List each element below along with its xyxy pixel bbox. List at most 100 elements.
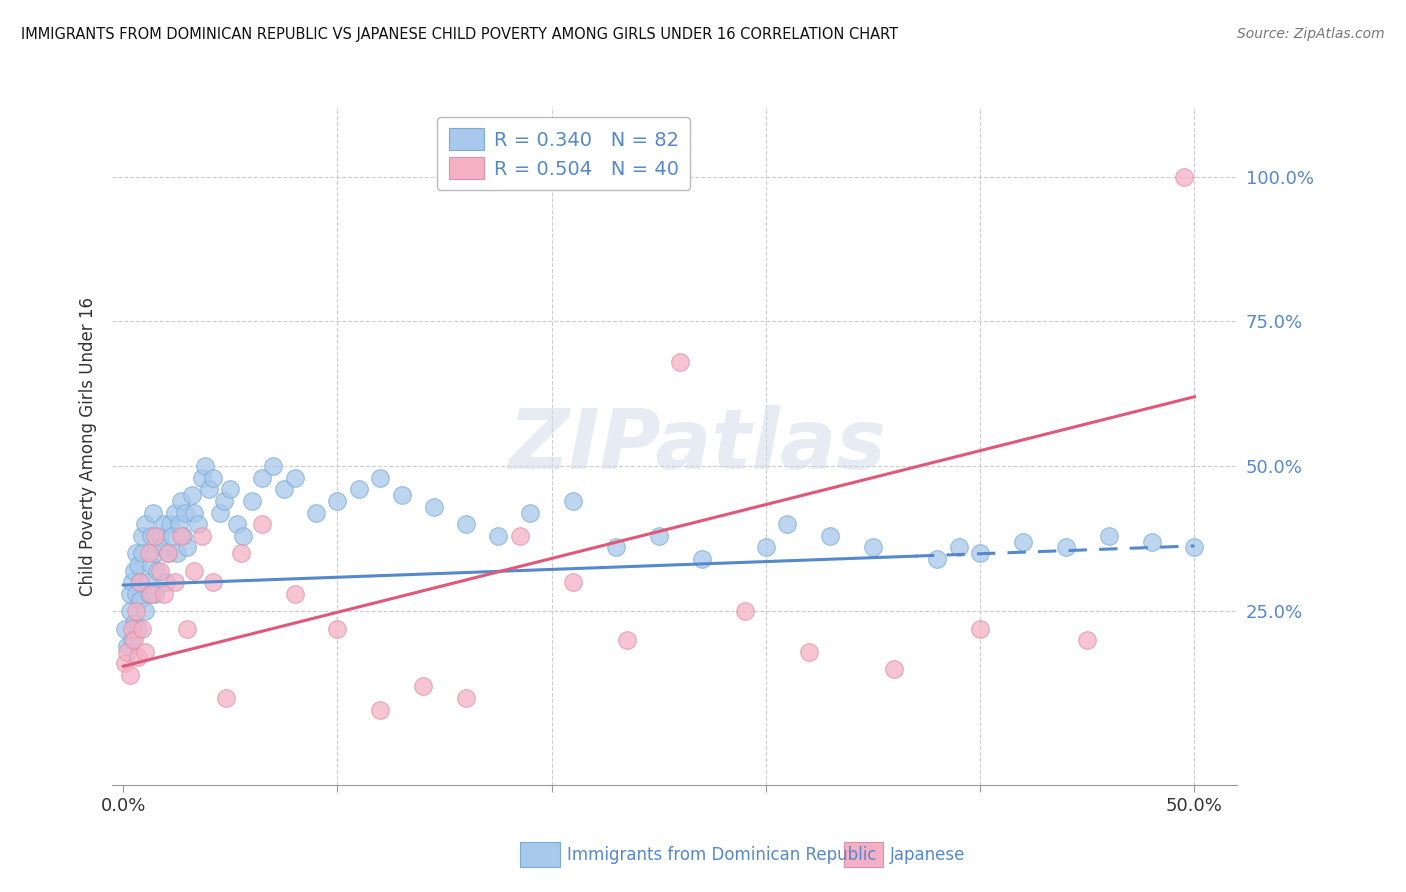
Point — [969, 546, 991, 560]
Point — [225, 517, 247, 532]
Point — [143, 529, 166, 543]
Point — [519, 506, 541, 520]
Point — [127, 558, 149, 572]
Point — [155, 575, 177, 590]
Point — [212, 494, 235, 508]
Legend: R = 0.340   N = 82, R = 0.504   N = 40: R = 0.340 N = 82, R = 0.504 N = 40 — [437, 117, 690, 190]
Point — [262, 459, 284, 474]
Point — [167, 517, 190, 532]
Point — [139, 558, 162, 572]
Point — [305, 506, 328, 520]
Point — [139, 529, 162, 543]
Point — [146, 564, 169, 578]
Point — [166, 546, 188, 560]
Point — [150, 541, 173, 555]
Point — [121, 622, 143, 636]
Point — [176, 622, 198, 636]
Point — [143, 546, 166, 560]
Point — [1184, 541, 1206, 555]
Text: IMMIGRANTS FROM DOMINICAN REPUBLIC VS JAPANESE CHILD POVERTY AMONG GIRLS UNDER 1: IMMIGRANTS FROM DOMINICAN REPUBLIC VS JA… — [21, 27, 898, 42]
Point — [202, 575, 225, 590]
Point — [157, 546, 180, 560]
Point — [191, 471, 214, 485]
Point — [121, 575, 143, 590]
Point — [969, 622, 991, 636]
Point — [1098, 529, 1121, 543]
Point — [252, 471, 274, 485]
Point — [198, 483, 221, 497]
Point — [170, 494, 193, 508]
Point — [273, 483, 295, 497]
Point — [776, 517, 799, 532]
Point — [605, 541, 627, 555]
Point — [135, 575, 157, 590]
Point — [149, 564, 172, 578]
Point — [648, 529, 671, 543]
Point — [690, 552, 713, 566]
Point — [1076, 633, 1098, 648]
Point — [125, 587, 148, 601]
Point — [229, 546, 252, 560]
Point — [127, 622, 149, 636]
Point — [172, 529, 194, 543]
Point — [159, 517, 181, 532]
Point — [134, 604, 156, 618]
Text: Immigrants from Dominican Republic: Immigrants from Dominican Republic — [567, 846, 876, 863]
Point — [117, 639, 139, 653]
Point — [208, 506, 231, 520]
Point — [162, 529, 184, 543]
Text: Source: ZipAtlas.com: Source: ZipAtlas.com — [1237, 27, 1385, 41]
Y-axis label: Child Poverty Among Girls Under 16: Child Poverty Among Girls Under 16 — [79, 296, 97, 596]
Point — [202, 471, 225, 485]
Point — [121, 633, 143, 648]
Point — [149, 529, 172, 543]
Point — [125, 546, 148, 560]
Point — [191, 529, 214, 543]
Point — [122, 633, 145, 648]
Point — [134, 517, 156, 532]
Point — [326, 622, 349, 636]
Point — [138, 546, 160, 560]
Point — [131, 529, 153, 543]
Point — [755, 541, 778, 555]
Point — [163, 506, 186, 520]
Point — [127, 650, 149, 665]
Point — [368, 471, 391, 485]
Point — [114, 622, 136, 636]
Point — [129, 575, 152, 590]
Point — [142, 506, 165, 520]
Point — [187, 517, 209, 532]
Point — [194, 459, 217, 474]
Point — [1140, 534, 1163, 549]
Point — [157, 546, 180, 560]
Point — [170, 529, 193, 543]
Point — [927, 552, 949, 566]
Point — [143, 587, 166, 601]
Point — [118, 604, 141, 618]
Point — [163, 575, 186, 590]
Point — [412, 680, 434, 694]
Point — [232, 529, 254, 543]
Point — [129, 575, 152, 590]
Text: ZIPatlas: ZIPatlas — [509, 406, 886, 486]
Point — [134, 645, 156, 659]
Point — [183, 506, 205, 520]
Point — [562, 494, 585, 508]
Point — [215, 691, 238, 706]
Point — [174, 506, 197, 520]
Point — [797, 645, 820, 659]
Point — [153, 587, 176, 601]
Point — [509, 529, 531, 543]
Point — [183, 564, 205, 578]
Point — [117, 645, 139, 659]
Point — [1173, 169, 1195, 184]
Point — [131, 622, 153, 636]
Point — [883, 662, 905, 676]
Point — [125, 604, 148, 618]
Point — [734, 604, 756, 618]
Point — [252, 517, 274, 532]
Point — [129, 592, 152, 607]
Point — [138, 587, 160, 601]
Point — [180, 488, 202, 502]
Text: Japanese: Japanese — [890, 846, 966, 863]
